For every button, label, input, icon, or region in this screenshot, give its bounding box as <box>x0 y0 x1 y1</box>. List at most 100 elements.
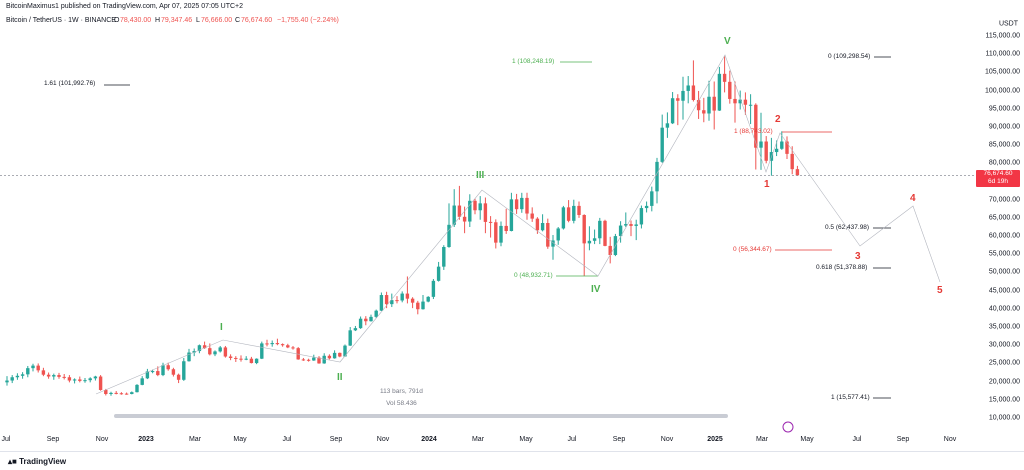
symbol-title[interactable]: Bitcoin / TetherUS · 1W · BINANCE <box>6 17 116 24</box>
candle-body <box>52 375 56 377</box>
candle-body <box>780 141 784 149</box>
fib-label-161: 1.61 (101,992.76) <box>44 80 96 87</box>
wave-label-3: 3 <box>855 251 861 262</box>
candle-body <box>702 110 706 114</box>
candle-body <box>67 377 72 381</box>
fib-label-1-low: 1 (15,577.41) <box>831 394 870 401</box>
ohlc-open: 78,430.00 <box>120 17 152 24</box>
candle-body <box>124 393 129 395</box>
candle-body <box>208 348 212 355</box>
fib-label-0-mid: 0 (56,344.67) <box>733 246 772 253</box>
candle-body <box>442 247 446 267</box>
time-tick: Mar <box>755 436 769 443</box>
candle-body <box>119 393 124 395</box>
candle-body <box>358 318 363 329</box>
candle-body <box>754 104 758 148</box>
candle-body <box>405 293 410 299</box>
candle-body <box>426 296 430 302</box>
candle-body <box>301 359 306 361</box>
candle-body <box>327 355 332 359</box>
price-axis[interactable]: USDT 115,000.00 110,000.00 105,000.00 100,0… <box>976 18 1024 438</box>
price-tick: 100,000.00 <box>984 87 1020 95</box>
candle-body <box>447 224 451 248</box>
event-marker-icon <box>782 421 794 433</box>
time-tick: 2023 <box>138 436 154 443</box>
price-tick: 115,000.00 <box>985 32 1020 40</box>
candle-body <box>260 343 264 359</box>
wave-label-5: 5 <box>937 285 943 296</box>
candle-body <box>348 330 352 346</box>
ohlc-close: 76,674.60 <box>241 17 273 24</box>
candle-body <box>98 376 103 390</box>
candle-body <box>135 384 139 393</box>
candle-body <box>254 358 259 364</box>
price-chart[interactable] <box>0 0 976 434</box>
candle-body <box>332 352 337 359</box>
candle-body <box>270 343 274 345</box>
candle-body <box>629 224 633 226</box>
candle-body <box>551 240 555 247</box>
candle-body <box>10 377 14 381</box>
candle-body <box>83 380 87 382</box>
tv-logo-text: TradingView <box>19 457 67 466</box>
candle-body <box>410 298 415 303</box>
candle-body <box>197 345 202 352</box>
time-tick: Jul <box>852 436 862 443</box>
price-tick: 45,000.00 <box>988 287 1020 295</box>
candle-body <box>639 208 644 225</box>
candle-body <box>431 280 436 297</box>
last-price: 76,674.60 <box>983 170 1013 177</box>
price-tick: 50,000.00 <box>988 268 1020 276</box>
price-tick: 80,000.00 <box>988 159 1020 167</box>
bar-countdown: 6d 19h <box>988 178 1008 185</box>
candle-body <box>275 343 280 345</box>
candle-body <box>286 345 290 348</box>
ohlc-low: 76,666.00 <box>201 17 233 24</box>
candle-body <box>395 300 399 302</box>
candle-body <box>483 203 488 222</box>
candle-body <box>41 370 46 375</box>
candle-body <box>556 228 560 241</box>
candle-body <box>546 222 550 247</box>
fib-label-0618: 0.618 (51,378.88) <box>816 264 868 271</box>
time-tick: May <box>519 436 533 443</box>
time-tick: 2024 <box>421 436 437 443</box>
candle-body <box>535 218 540 231</box>
tradingview-logo[interactable]: ▴■ TradingView <box>8 457 66 466</box>
candle-body <box>462 216 467 222</box>
candle-body <box>743 99 748 105</box>
history-scrollbar[interactable] <box>114 414 728 418</box>
candle-body <box>473 200 477 211</box>
candle-body <box>156 371 160 376</box>
time-tick: Nov <box>943 436 957 443</box>
time-tick: Nov <box>95 436 109 443</box>
candle-body <box>436 266 441 281</box>
candle-body <box>499 225 503 243</box>
candle-body <box>525 197 529 214</box>
candle-body <box>504 225 508 232</box>
fib-label-1-mid: 1 (88,743.02) <box>734 128 773 135</box>
time-tick: Sep <box>612 436 626 443</box>
candle-body <box>249 358 254 364</box>
candle-body <box>722 73 727 82</box>
candle-body <box>150 371 155 373</box>
candle-body <box>26 368 30 375</box>
price-tick: 40,000.00 <box>988 305 1020 313</box>
wave-label-V: V <box>724 36 731 47</box>
candle-body <box>244 358 248 360</box>
candle-body <box>343 345 347 357</box>
time-tick: Nov <box>376 436 390 443</box>
currency-label: USDT <box>998 20 1018 28</box>
candle-body <box>109 392 113 394</box>
candle-body <box>202 345 207 349</box>
price-tick: 20,000.00 <box>988 378 1020 386</box>
price-tick: 35,000.00 <box>988 323 1020 331</box>
candle-body <box>234 357 238 359</box>
candle-body <box>520 197 524 210</box>
candle-body <box>452 205 456 225</box>
ohlc-high-label: H <box>155 17 161 24</box>
candle-body <box>764 141 768 161</box>
candle-body <box>114 392 118 394</box>
time-axis[interactable]: Jul Sep Nov 2023 Mar May Jul Sep Nov 2024 Mar May Ju… <box>0 434 976 448</box>
wave-label-I: I <box>220 322 223 333</box>
